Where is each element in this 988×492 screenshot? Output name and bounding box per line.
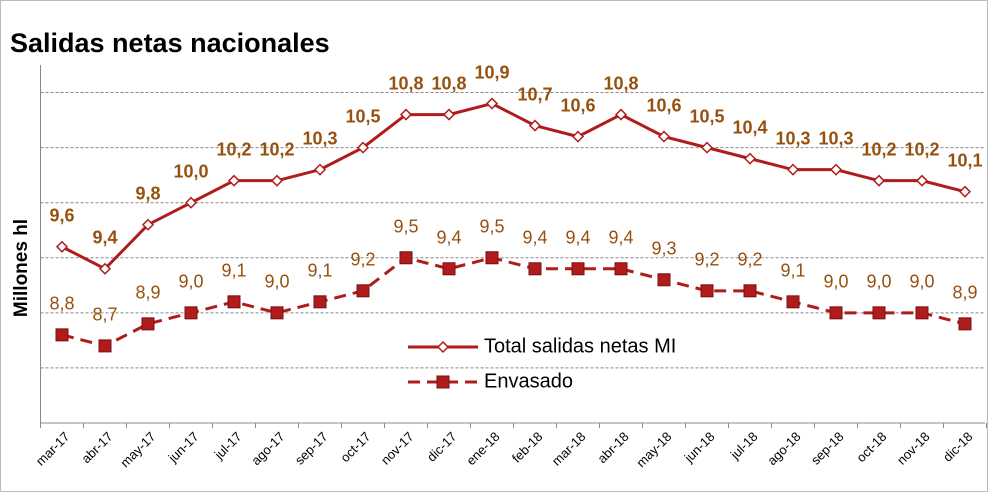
point <box>614 108 628 121</box>
point <box>700 141 714 154</box>
data-label: 9,4 <box>608 228 633 248</box>
point <box>915 306 929 320</box>
point <box>55 240 69 253</box>
point <box>356 284 370 298</box>
data-label: 8,9 <box>135 283 160 303</box>
point <box>184 196 198 209</box>
point <box>743 152 757 165</box>
point <box>227 295 241 309</box>
point <box>270 174 284 187</box>
point <box>614 262 628 276</box>
point <box>872 174 886 187</box>
data-label: 9,0 <box>909 272 934 292</box>
point <box>829 306 843 320</box>
data-label: 9,1 <box>307 261 332 281</box>
legend-marker <box>436 375 450 389</box>
data-label: 10,5 <box>689 106 724 126</box>
point <box>227 174 241 187</box>
point <box>141 218 155 231</box>
point <box>399 251 413 265</box>
series-line <box>61 101 966 271</box>
data-label: 10,6 <box>646 95 681 115</box>
data-label: 10,2 <box>904 139 939 159</box>
data-label: 9,2 <box>694 250 719 270</box>
point <box>270 306 284 320</box>
legend-marker <box>436 340 450 354</box>
point <box>485 97 499 110</box>
point <box>184 306 198 320</box>
point <box>55 328 69 342</box>
data-label: 10,8 <box>603 73 638 93</box>
data-label: 9,5 <box>479 217 504 237</box>
point <box>915 174 929 187</box>
point <box>313 163 327 176</box>
point <box>98 262 112 275</box>
point <box>872 306 886 320</box>
point <box>141 317 155 331</box>
point <box>528 119 542 132</box>
data-label: 10,6 <box>560 95 595 115</box>
data-label: 8,8 <box>49 294 74 314</box>
data-label: 9,8 <box>135 183 160 203</box>
data-label: 10,3 <box>775 128 810 148</box>
legend-label: Envasado <box>484 370 573 392</box>
data-label: 10,2 <box>861 139 896 159</box>
data-label: 10,1 <box>947 150 982 170</box>
data-label: 9,6 <box>49 206 74 226</box>
point <box>356 141 370 154</box>
point <box>786 295 800 309</box>
data-label: 9,5 <box>393 217 418 237</box>
data-label: 9,0 <box>178 272 203 292</box>
chart-title: Salidas netas nacionales <box>10 28 330 58</box>
data-label: 9,4 <box>522 228 547 248</box>
data-label: 9,0 <box>866 272 891 292</box>
point <box>399 108 413 121</box>
data-label: 10,2 <box>259 139 294 159</box>
data-label: 8,9 <box>952 283 977 303</box>
data-label: 10,3 <box>818 128 853 148</box>
data-label: 9,0 <box>264 272 289 292</box>
data-label: 10,8 <box>431 73 466 93</box>
data-label: 10,5 <box>345 106 380 126</box>
point <box>485 251 499 265</box>
point <box>442 108 456 121</box>
data-label: 10,4 <box>732 117 767 137</box>
point <box>657 273 671 287</box>
data-label: 9,4 <box>436 228 461 248</box>
data-label: 9,1 <box>221 261 246 281</box>
data-label: 10,3 <box>302 128 337 148</box>
data-label: 10,7 <box>517 84 552 104</box>
data-label: 9,4 <box>92 228 117 248</box>
point <box>743 284 757 298</box>
data-label: 9,2 <box>350 250 375 270</box>
point <box>829 163 843 176</box>
data-label: 10,8 <box>388 73 423 93</box>
data-label: 9,3 <box>651 239 676 259</box>
point <box>98 339 112 353</box>
data-label: 10,0 <box>173 161 208 181</box>
point <box>700 284 714 298</box>
point <box>313 295 327 309</box>
data-label: 9,4 <box>565 228 590 248</box>
series-line <box>61 256 966 348</box>
data-label: 9,1 <box>780 261 805 281</box>
point <box>958 317 972 331</box>
point <box>571 130 585 143</box>
point <box>657 130 671 143</box>
point <box>571 262 585 276</box>
legend-label: Total salidas netas MI <box>484 335 676 357</box>
data-label: 8,7 <box>92 305 117 325</box>
data-label: 10,9 <box>474 62 509 82</box>
data-label: 9,2 <box>737 250 762 270</box>
point <box>786 163 800 176</box>
data-label: 10,2 <box>216 139 251 159</box>
point <box>442 262 456 276</box>
y-axis-label: Millones hl <box>11 219 32 317</box>
point <box>528 262 542 276</box>
point <box>958 185 972 198</box>
data-label: 9,0 <box>823 272 848 292</box>
